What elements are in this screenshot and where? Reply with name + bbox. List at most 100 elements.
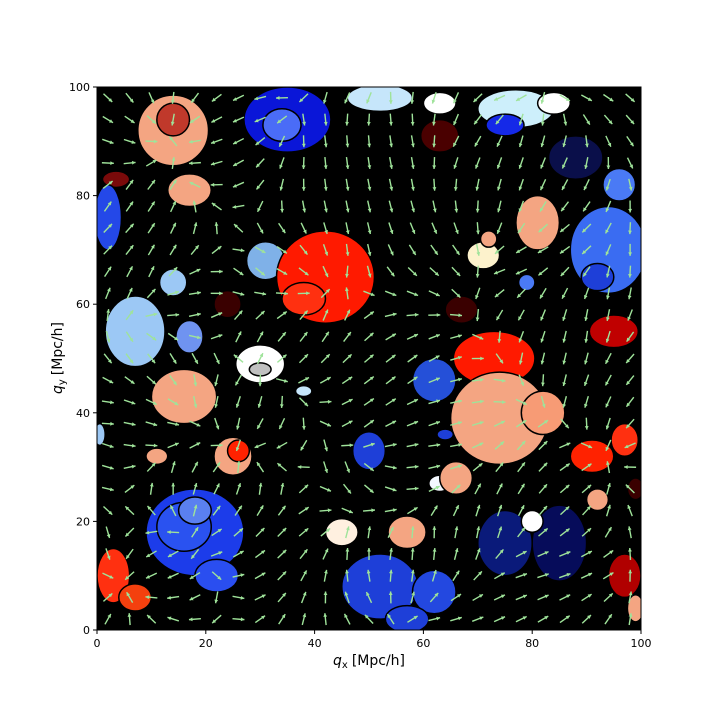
displacement-arrow: [517, 527, 526, 538]
displacement-arrow: [408, 244, 417, 256]
displacement-arrow: [606, 157, 611, 169]
displacement-arrow: [388, 200, 394, 213]
displacement-arrow: [625, 93, 636, 103]
displacement-arrow: [603, 592, 614, 603]
displacement-arrow: [430, 244, 439, 256]
displacement-arrow: [170, 461, 176, 474]
displacement-arrow: [582, 114, 591, 125]
field-region: [485, 113, 525, 137]
displacement-arrow: [494, 440, 505, 450]
displacement-arrow: [278, 135, 286, 147]
displacement-arrow: [605, 178, 611, 191]
displacement-arrow: [212, 461, 221, 473]
displacement-arrow: [232, 248, 245, 253]
displacement-arrow: [628, 200, 633, 213]
displacement-arrow: [388, 591, 393, 604]
field-region: [175, 319, 204, 354]
displacement-arrow: [540, 330, 546, 343]
field-region: [97, 183, 123, 251]
displacement-arrow: [235, 331, 242, 343]
displacement-arrow: [431, 91, 437, 104]
displacement-arrow: [145, 312, 158, 318]
displacement-arrow: [189, 571, 201, 580]
displacement-arrow: [493, 268, 506, 275]
displacement-arrow: [406, 420, 419, 427]
displacement-arrow: [319, 420, 332, 427]
displacement-arrow: [581, 463, 592, 472]
displacement-arrow: [125, 92, 134, 103]
displacement-arrow: [431, 222, 438, 234]
displacement-arrow: [167, 332, 179, 341]
displacement-arrow: [605, 330, 611, 343]
displacement-arrow: [124, 527, 135, 537]
displacement-arrow: [256, 461, 265, 473]
displacement-arrow: [233, 223, 244, 233]
field-region: [281, 281, 327, 316]
displacement-arrow: [562, 113, 568, 126]
displacement-arrow: [406, 443, 419, 448]
y-tick-label: 40: [76, 407, 90, 420]
displacement-arrow: [344, 287, 349, 300]
displacement-arrow: [495, 548, 504, 559]
displacement-arrow: [539, 200, 547, 212]
displacement-arrow: [104, 266, 112, 277]
displacement-arrow: [210, 334, 223, 340]
displacement-arrow: [540, 135, 546, 148]
displacement-arrow: [518, 352, 524, 365]
displacement-arrow: [428, 616, 441, 622]
displacement-arrow: [517, 309, 525, 321]
displacement-arrow: [515, 615, 527, 623]
displacement-arrow: [146, 288, 156, 299]
displacement-arrow: [430, 505, 439, 516]
displacement-arrow: [320, 288, 331, 299]
displacement-arrow: [493, 94, 506, 101]
displacement-arrow: [561, 179, 569, 191]
displacement-arrow: [428, 485, 440, 493]
field-region: [610, 422, 640, 457]
displacement-arrow: [388, 178, 394, 191]
displacement-arrow: [102, 572, 114, 579]
displacement-arrow: [341, 420, 353, 428]
displacement-arrow: [495, 309, 504, 321]
displacement-arrow: [275, 378, 288, 383]
field-region: [213, 289, 242, 319]
displacement-arrow: [123, 160, 136, 165]
displacement-arrow: [103, 505, 113, 516]
displacement-arrow: [279, 157, 285, 169]
displacement-arrow: [344, 461, 351, 473]
displacement-arrow: [321, 331, 330, 343]
displacement-arrow: [123, 443, 136, 448]
displacement-arrow: [406, 290, 419, 297]
displacement-arrow: [255, 158, 265, 168]
displacement-arrow: [539, 179, 547, 191]
displacement-arrow: [125, 548, 134, 560]
displacement-arrow: [105, 287, 111, 300]
displacement-arrow: [472, 333, 484, 340]
displacement-arrow: [319, 376, 332, 384]
field-region: [602, 167, 637, 202]
displacement-arrow: [407, 615, 418, 623]
displacement-arrow: [278, 417, 286, 430]
displacement-arrow: [475, 526, 481, 539]
displacement-arrow: [518, 200, 525, 213]
displacement-arrow: [103, 353, 113, 364]
displacement-arrow: [515, 419, 527, 428]
displacement-arrow: [214, 417, 220, 430]
displacement-arrow: [146, 462, 157, 472]
displacement-arrow: [169, 179, 178, 191]
displacement-arrow: [389, 569, 393, 582]
displacement-arrow: [471, 356, 484, 361]
displacement-arrow: [189, 115, 201, 124]
displacement-arrow: [605, 244, 612, 256]
displacement-arrow: [560, 266, 570, 277]
displacement-arrow: [518, 113, 524, 126]
displacement-arrow: [322, 244, 329, 256]
displacement-arrow: [147, 222, 156, 234]
displacement-arrow: [384, 312, 397, 318]
displacement-arrow: [603, 549, 614, 559]
field-region: [588, 314, 640, 349]
displacement-arrow: [169, 222, 177, 234]
displacement-arrow: [451, 288, 461, 298]
displacement-arrow: [406, 333, 419, 340]
displacement-arrow: [495, 353, 504, 364]
